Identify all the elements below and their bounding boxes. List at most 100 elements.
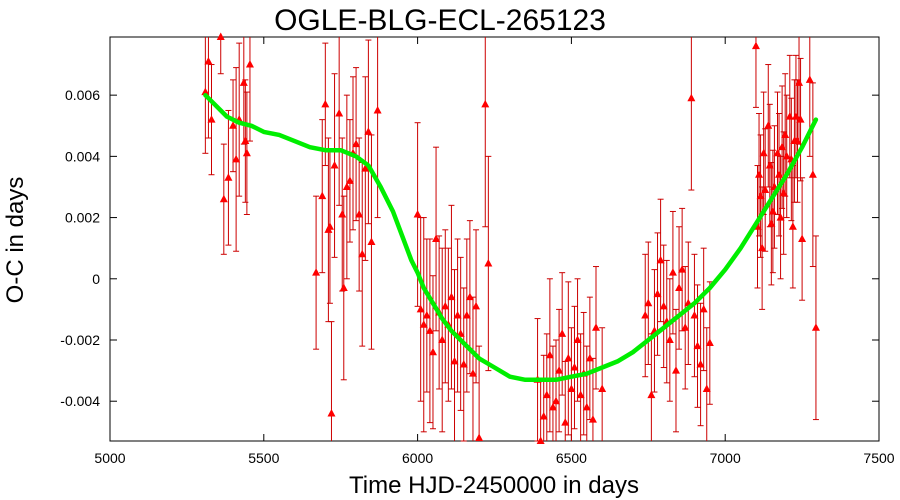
x-tick-label: 5500	[248, 450, 279, 466]
data-point	[699, 304, 708, 313]
data-point	[765, 161, 774, 169]
data-point	[352, 139, 361, 148]
data-point	[785, 112, 794, 120]
data-points	[201, 32, 820, 444]
data-point	[702, 384, 711, 392]
data-point	[778, 142, 787, 151]
data-point	[808, 170, 817, 178]
data-point	[219, 194, 228, 203]
data-point	[335, 109, 344, 117]
data-point	[555, 366, 564, 374]
data-point	[361, 164, 370, 172]
data-point	[425, 326, 434, 334]
data-point	[355, 210, 364, 218]
data-point	[705, 338, 714, 347]
x-tick-label: 6000	[402, 450, 433, 466]
data-point	[422, 311, 431, 319]
data-point	[592, 323, 601, 331]
data-point	[647, 390, 656, 399]
data-point	[690, 311, 699, 319]
x-tick-label: 7000	[710, 450, 741, 466]
data-point	[239, 78, 248, 86]
data-point	[453, 311, 462, 319]
data-point	[465, 292, 474, 301]
data-point	[552, 396, 561, 405]
data-point	[428, 347, 437, 356]
data-point	[570, 363, 579, 371]
data-point	[681, 323, 690, 331]
data-point	[805, 75, 814, 83]
data-point	[232, 154, 241, 163]
data-point	[764, 121, 773, 129]
data-point	[573, 335, 582, 343]
data-point	[582, 402, 591, 411]
data-point	[216, 32, 225, 40]
data-point	[342, 182, 351, 190]
data-point	[241, 136, 250, 145]
data-point	[793, 136, 802, 145]
y-tick-label: 0.006	[65, 87, 100, 103]
data-point	[781, 130, 790, 138]
data-point	[481, 99, 490, 108]
data-point	[325, 222, 334, 230]
data-point	[782, 151, 791, 160]
data-point	[775, 170, 784, 178]
data-point	[204, 56, 213, 65]
data-point	[432, 234, 441, 242]
y-tick-label: 0.002	[65, 210, 100, 226]
data-point	[798, 234, 807, 242]
data-point	[413, 210, 422, 218]
data-point	[416, 304, 425, 313]
data-point	[585, 353, 594, 362]
x-tick-label: 6500	[556, 450, 587, 466]
data-point	[567, 384, 576, 392]
data-point	[795, 78, 804, 86]
data-point	[242, 148, 251, 157]
x-axis-label: Time HJD-2450000 in days	[349, 472, 639, 499]
data-point	[768, 206, 777, 215]
data-point	[364, 127, 373, 135]
data-point	[653, 289, 662, 298]
y-tick-label: -0.004	[60, 393, 100, 409]
chart-title: OGLE-BLG-ECL-265123	[274, 4, 606, 37]
data-point	[539, 412, 548, 420]
data-point	[659, 301, 668, 310]
data-point	[759, 148, 768, 157]
data-point	[472, 301, 481, 310]
data-point	[224, 173, 233, 181]
data-point	[367, 237, 376, 246]
fit-curve	[203, 92, 819, 383]
data-point	[693, 341, 702, 350]
plot-frame	[109, 36, 880, 442]
data-point	[756, 191, 765, 200]
y-tick-label: -0.002	[60, 332, 100, 348]
data-point	[558, 329, 567, 337]
data-point	[536, 436, 545, 444]
data-point	[419, 320, 428, 328]
data-point	[338, 210, 347, 218]
data-point	[776, 213, 785, 221]
data-point	[796, 115, 805, 123]
error-bars	[202, 37, 819, 442]
data-point	[447, 292, 456, 301]
data-point	[441, 301, 450, 310]
data-point	[811, 323, 820, 331]
data-point	[696, 359, 705, 368]
data-point	[761, 185, 770, 194]
data-point	[767, 219, 776, 227]
data-point	[475, 433, 484, 441]
data-point	[468, 369, 477, 377]
data-point	[588, 415, 597, 423]
data-point	[561, 418, 570, 426]
data-point	[564, 353, 573, 362]
data-point	[788, 222, 797, 230]
y-axis-label: O-C in days	[2, 177, 29, 304]
data-point	[318, 191, 327, 200]
data-point	[542, 390, 551, 399]
data-point	[321, 99, 330, 108]
data-point	[207, 115, 216, 123]
y-tick-label: 0.004	[65, 148, 100, 164]
data-point	[548, 402, 557, 411]
data-point	[641, 311, 650, 319]
data-point	[758, 243, 767, 252]
